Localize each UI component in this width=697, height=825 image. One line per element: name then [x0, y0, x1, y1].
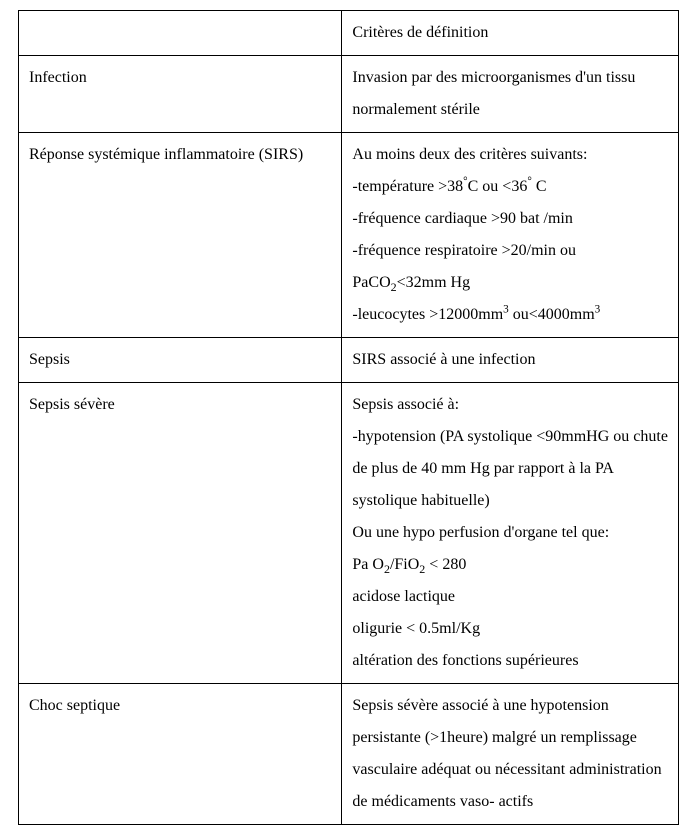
table-row: Infection Invasion par des microorganism… [19, 56, 679, 133]
definition-cell: Invasion par des microorganismes d'un ti… [342, 56, 679, 133]
definitions-table: Critères de définition Infection Invasio… [18, 10, 679, 825]
header-left-cell [19, 11, 342, 56]
term-cell: Réponse systémique inflammatoire (SIRS) [19, 133, 342, 338]
table-row: Sepsis SIRS associé à une infection [19, 338, 679, 383]
table-header-row: Critères de définition [19, 11, 679, 56]
definition-cell: Au moins deux des critères suivants:-tem… [342, 133, 679, 338]
term-cell: Sepsis [19, 338, 342, 383]
definition-cell: Sepsis associé à:-hypotension (PA systol… [342, 383, 679, 684]
definition-cell: SIRS associé à une infection [342, 338, 679, 383]
page: Critères de définition Infection Invasio… [0, 0, 697, 746]
term-cell: Choc septique [19, 684, 342, 825]
header-right-cell: Critères de définition [342, 11, 679, 56]
definition-cell: Sepsis sévère associé à une hypotension … [342, 684, 679, 825]
table-row: Réponse systémique inflammatoire (SIRS) … [19, 133, 679, 338]
table-row: Sepsis sévère Sepsis associé à:-hypotens… [19, 383, 679, 684]
table-body: Critères de définition Infection Invasio… [19, 11, 679, 825]
term-cell: Sepsis sévère [19, 383, 342, 684]
table-row: Choc septique Sepsis sévère associé à un… [19, 684, 679, 825]
term-cell: Infection [19, 56, 342, 133]
